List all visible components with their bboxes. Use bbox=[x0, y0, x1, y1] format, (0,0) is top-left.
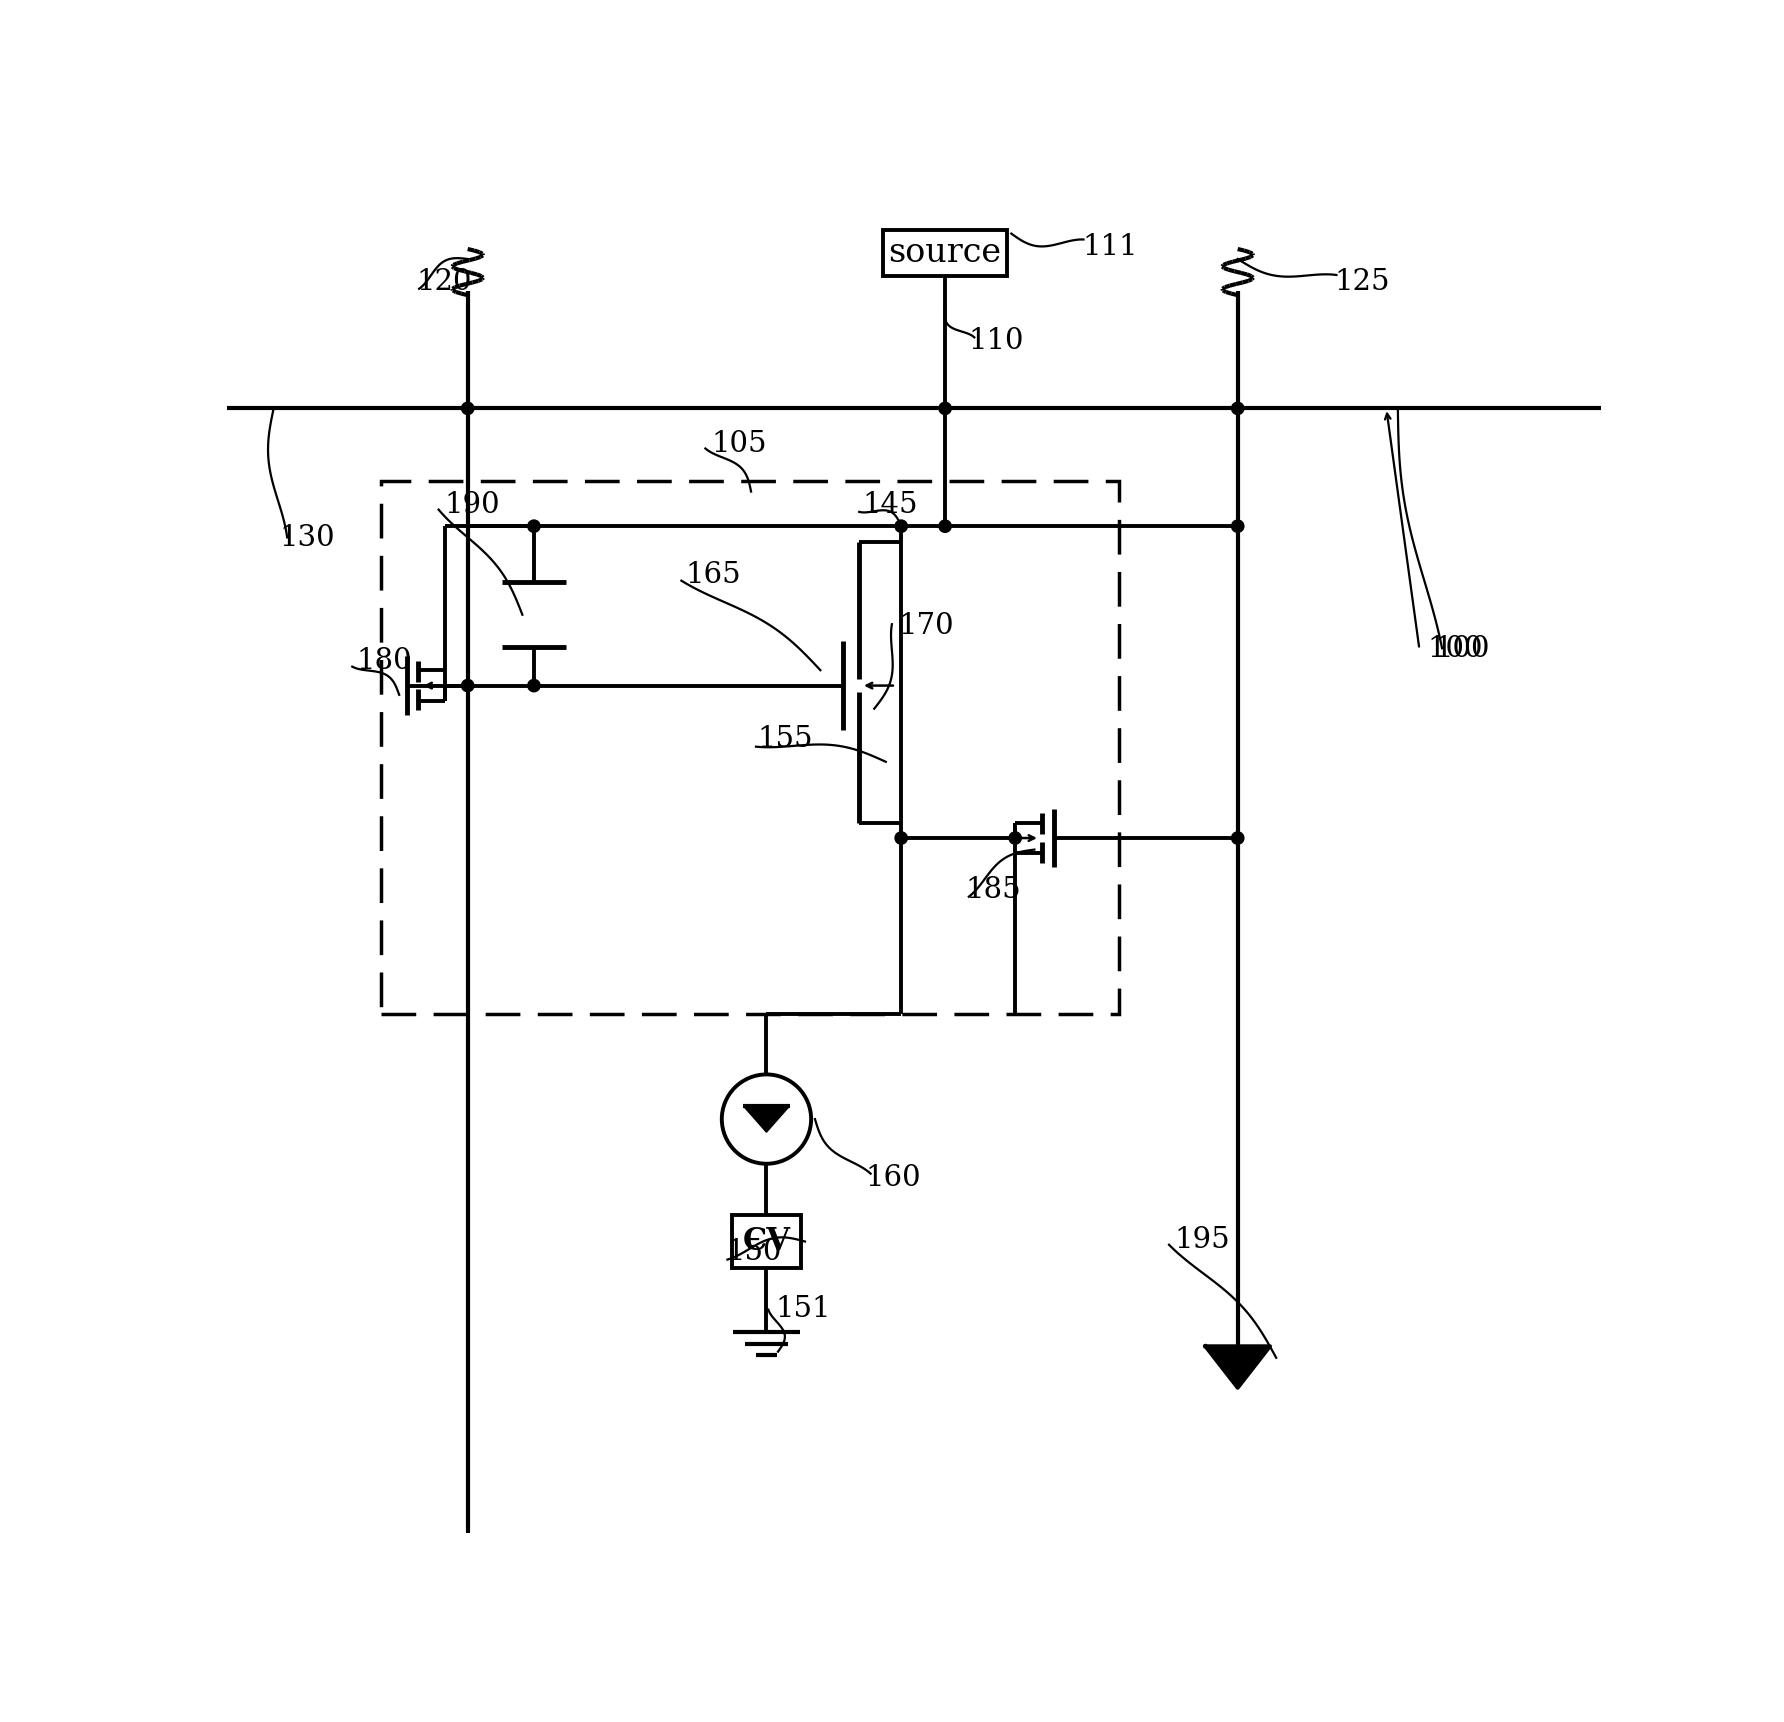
Text: 185: 185 bbox=[965, 876, 1020, 904]
Text: 145: 145 bbox=[863, 491, 919, 520]
Polygon shape bbox=[744, 1106, 790, 1131]
Circle shape bbox=[896, 520, 908, 532]
Text: 120: 120 bbox=[416, 269, 471, 296]
Circle shape bbox=[1231, 832, 1243, 844]
Text: 150: 150 bbox=[726, 1238, 781, 1266]
Text: 125: 125 bbox=[1334, 269, 1390, 296]
Text: 160: 160 bbox=[865, 1164, 921, 1192]
Text: source: source bbox=[888, 238, 1001, 269]
Circle shape bbox=[1231, 403, 1243, 415]
Text: 111: 111 bbox=[1083, 232, 1138, 260]
Text: 190: 190 bbox=[444, 491, 500, 520]
Circle shape bbox=[1231, 520, 1243, 532]
Text: 100: 100 bbox=[1427, 635, 1483, 663]
Text: 105: 105 bbox=[712, 430, 767, 458]
Text: 130: 130 bbox=[280, 523, 335, 551]
Text: 165: 165 bbox=[685, 561, 740, 589]
Text: 170: 170 bbox=[899, 613, 954, 641]
Circle shape bbox=[938, 403, 951, 415]
Text: 180: 180 bbox=[357, 647, 412, 675]
Circle shape bbox=[528, 680, 541, 692]
Bar bbox=[731, 1216, 801, 1267]
Circle shape bbox=[462, 403, 475, 415]
Circle shape bbox=[896, 832, 908, 844]
Text: 151: 151 bbox=[776, 1295, 831, 1322]
Circle shape bbox=[462, 680, 475, 692]
Circle shape bbox=[938, 520, 951, 532]
Text: 100: 100 bbox=[1434, 635, 1490, 663]
Polygon shape bbox=[1206, 1347, 1270, 1388]
Circle shape bbox=[1010, 832, 1020, 844]
Circle shape bbox=[528, 520, 541, 532]
Text: CV: CV bbox=[742, 1226, 790, 1257]
Text: 155: 155 bbox=[756, 725, 814, 754]
Text: 195: 195 bbox=[1174, 1226, 1231, 1254]
Text: 110: 110 bbox=[969, 327, 1024, 355]
Bar bbox=[883, 229, 1008, 276]
